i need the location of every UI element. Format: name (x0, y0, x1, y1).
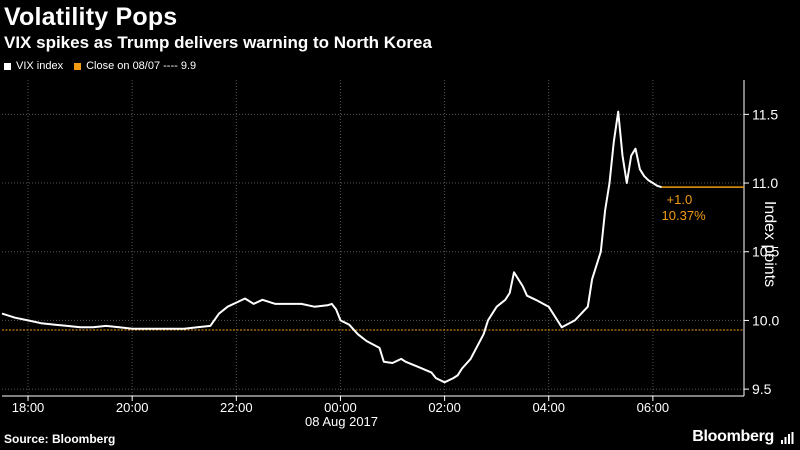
legend-label-close: Close on 08/07 ---- 9.9 (86, 60, 197, 72)
y-tick-label: 11.0 (752, 175, 778, 191)
x-tick-label: 06:00 (637, 400, 670, 415)
grid (2, 80, 744, 396)
legend: VIX index Close on 08/07 ---- 9.9 (4, 60, 196, 72)
y-tick-label: 10.5 (752, 244, 779, 260)
legend-swatch-close (74, 62, 82, 70)
x-axis-date-label: 08 Aug 2017 (305, 414, 379, 429)
y-tick-label: 10.0 (752, 312, 779, 328)
source-note: Source: Bloomberg (4, 432, 116, 446)
x-tick-label: 18:00 (12, 400, 45, 415)
x-tick-label: 20:00 (116, 400, 149, 415)
x-tick-label: 22:00 (220, 400, 253, 415)
y-axis-title: Index points (761, 200, 778, 288)
axes: 9.5 10.0 10.5 11.0 11.5 18:00 20:00 22:00 00:00 0… (2, 80, 779, 415)
series-line-vix (1, 110, 662, 384)
chart-title: Volatility Pops (4, 3, 178, 31)
brand-wordmark: Bloomberg (692, 428, 774, 445)
annotation-change: +1.0 (667, 192, 693, 207)
x-tick-label: 04:00 (532, 400, 565, 415)
x-tick-label: 02:00 (428, 400, 461, 415)
y-tick-label: 11.5 (752, 106, 778, 122)
bloomberg-logo-icon (781, 432, 794, 444)
y-tick-label: 9.5 (752, 381, 772, 397)
legend-label-vix: VIX index (16, 60, 64, 72)
annotation-pct: 10.37% (662, 208, 707, 223)
legend-swatch-vix (4, 62, 11, 70)
x-tick-label: 00:00 (324, 400, 357, 415)
chart-subtitle: VIX spikes as Trump delivers warning to … (4, 33, 432, 52)
